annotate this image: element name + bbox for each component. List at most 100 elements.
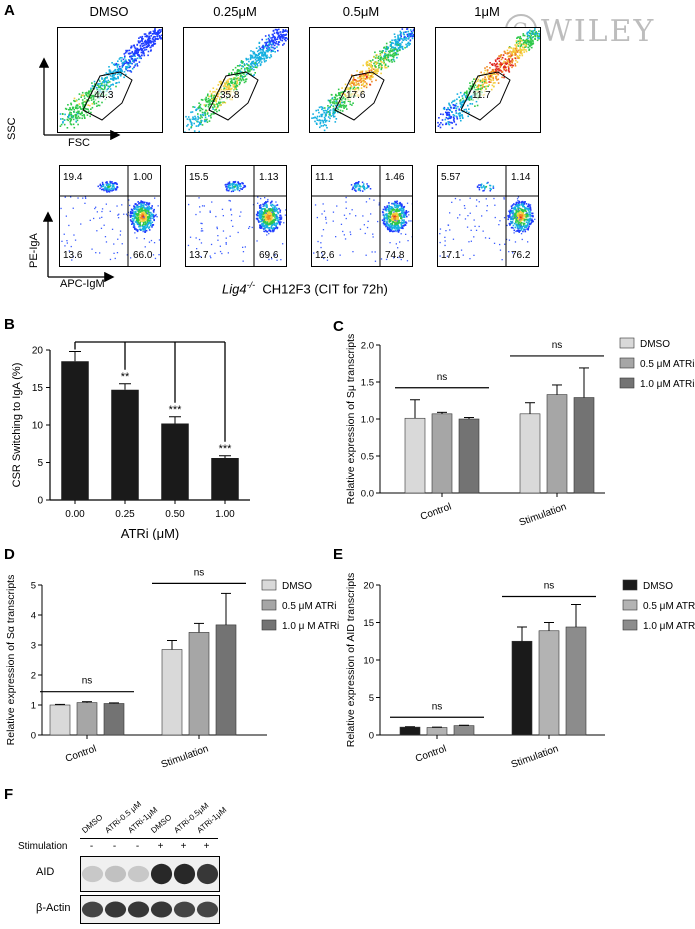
event-dot xyxy=(254,62,256,64)
event-dot xyxy=(525,203,528,205)
event-dot xyxy=(345,104,348,107)
event-dot xyxy=(82,94,85,96)
iga-igm-quadrant-plot: 15.5 1.13 13.7 69.6 xyxy=(185,165,287,267)
event-dot xyxy=(519,216,522,219)
event-dot xyxy=(190,127,192,129)
event-dot xyxy=(398,204,401,207)
event-dot xyxy=(197,115,199,118)
event-dot xyxy=(101,208,104,210)
event-dot xyxy=(204,105,207,108)
event-dot xyxy=(262,46,265,48)
event-dot xyxy=(520,44,523,47)
event-dot xyxy=(136,43,139,46)
event-dot xyxy=(517,220,519,222)
event-dot xyxy=(149,37,151,39)
event-dot xyxy=(270,50,273,53)
event-dot xyxy=(353,189,356,191)
event-dot xyxy=(112,188,115,190)
event-dot xyxy=(146,206,149,209)
event-dot xyxy=(398,221,400,223)
event-dot xyxy=(406,202,409,204)
event-dot xyxy=(468,108,470,110)
event-dot xyxy=(201,111,204,114)
event-dot xyxy=(139,223,141,225)
event-dot xyxy=(258,60,261,63)
event-dot xyxy=(483,184,485,187)
event-dot xyxy=(321,252,323,254)
event-dot xyxy=(210,92,213,95)
event-dot xyxy=(136,230,139,233)
event-dot xyxy=(274,36,277,39)
event-dot xyxy=(401,203,403,206)
event-dot xyxy=(406,46,408,48)
event-dot xyxy=(225,85,227,88)
event-dot xyxy=(144,204,147,206)
event-dot xyxy=(213,100,215,102)
event-dot xyxy=(143,52,145,55)
event-dot xyxy=(70,115,73,117)
event-dot xyxy=(108,188,111,190)
event-dot xyxy=(156,216,158,218)
event-dot xyxy=(232,181,235,183)
event-dot xyxy=(139,208,141,210)
event-dot xyxy=(230,209,232,211)
event-dot xyxy=(372,236,374,238)
event-dot xyxy=(279,211,281,213)
event-dot xyxy=(509,56,512,59)
event-dot xyxy=(448,116,451,118)
event-dot xyxy=(150,222,152,225)
event-dot xyxy=(534,32,537,34)
event-dot xyxy=(66,127,69,129)
event-dot xyxy=(408,214,410,216)
event-dot xyxy=(466,94,469,96)
event-dot xyxy=(389,216,392,218)
event-dot xyxy=(338,97,341,99)
event-dot xyxy=(265,221,267,223)
event-dot xyxy=(386,206,388,209)
event-dot xyxy=(495,66,498,68)
event-dot xyxy=(478,188,481,191)
event-dot xyxy=(277,219,279,221)
event-dot xyxy=(227,82,229,84)
event-dot xyxy=(461,95,464,97)
event-dot xyxy=(482,186,484,188)
event-dot xyxy=(517,45,520,47)
event-dot xyxy=(518,211,520,214)
event-dot xyxy=(271,203,274,206)
event-dot xyxy=(239,77,241,80)
event-dot xyxy=(523,34,526,37)
event-dot xyxy=(377,68,379,70)
event-dot xyxy=(327,111,330,113)
event-dot xyxy=(108,191,111,193)
event-dot xyxy=(377,70,379,73)
event-dot xyxy=(151,37,154,40)
event-dot xyxy=(390,228,393,230)
event-dot xyxy=(402,210,405,212)
event-dot xyxy=(457,105,459,108)
event-dot xyxy=(468,99,471,101)
event-dot xyxy=(69,118,71,120)
event-dot xyxy=(136,57,139,60)
event-dot xyxy=(510,216,513,219)
event-dot xyxy=(463,205,466,207)
event-dot xyxy=(537,35,539,38)
event-dot xyxy=(518,214,521,216)
event-dot xyxy=(382,212,385,214)
event-dot xyxy=(130,211,132,213)
event-dot xyxy=(246,67,248,69)
event-dot xyxy=(266,41,269,43)
event-dot xyxy=(148,220,150,222)
event-dot xyxy=(99,183,102,186)
event-dot xyxy=(464,91,466,94)
event-dot xyxy=(517,226,519,228)
event-dot xyxy=(149,41,151,44)
event-dot xyxy=(439,233,441,235)
event-dot xyxy=(273,32,276,34)
event-dot xyxy=(101,181,104,184)
event-dot xyxy=(384,48,387,50)
event-dot xyxy=(190,126,193,128)
event-dot xyxy=(73,234,75,236)
event-dot xyxy=(345,217,347,220)
event-dot xyxy=(199,109,201,112)
event-dot xyxy=(490,73,492,76)
